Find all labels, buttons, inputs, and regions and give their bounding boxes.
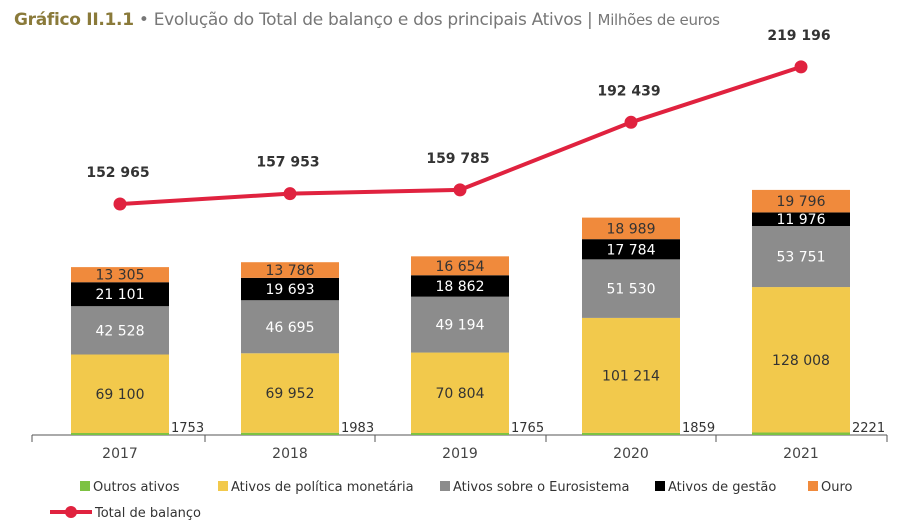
data-label: 18 862 (436, 279, 485, 295)
x-tick-label: 2018 (272, 446, 308, 462)
title-separator: • (138, 10, 149, 30)
bar-segment-ativos-sobre-o-eurosistema (582, 259, 680, 318)
data-label: 2221 (852, 421, 885, 436)
data-label: 19 796 (777, 194, 826, 210)
title-bar: | (587, 10, 593, 30)
data-label: 70 804 (436, 386, 485, 402)
data-label: 1765 (511, 421, 544, 436)
title-text: Evolução do Total de balanço e dos princ… (153, 10, 583, 30)
data-label: 1753 (171, 421, 204, 436)
data-label: 1983 (341, 421, 374, 436)
legend-swatch (808, 481, 818, 491)
data-label: 49 194 (436, 318, 485, 334)
data-label: 46 695 (266, 320, 315, 336)
data-label: 42 528 (96, 323, 145, 339)
data-label: 13 786 (266, 263, 315, 279)
bar-segment-ouro (71, 267, 169, 283)
data-label: 1859 (682, 421, 715, 436)
data-label: 101 214 (602, 368, 660, 384)
legend-line-marker (65, 506, 77, 518)
bar-segment-ativos-de-política-monetária (241, 353, 339, 433)
data-label: 19 693 (266, 282, 315, 298)
bar-segment-ativos-de-gestão (71, 282, 169, 307)
data-label: 16 654 (436, 259, 485, 275)
legend-label: Ouro (821, 480, 853, 495)
chart-title: Gráfico II.1.1 • Evolução do Total de ba… (14, 10, 720, 30)
legend-label: Ativos de política monetária (231, 480, 414, 495)
legend-swatch (440, 481, 450, 491)
bar-segment-ativos-de-gestão (411, 275, 509, 297)
data-label: 69 100 (96, 387, 145, 403)
line-data-label: 157 953 (256, 155, 319, 171)
data-label: 53 751 (777, 250, 826, 266)
line-data-label: 152 965 (86, 165, 149, 181)
legend-label: Outros ativos (93, 480, 180, 495)
bar-segment-ativos-sobre-o-eurosistema (752, 225, 850, 288)
bar-segment-outros-ativos (71, 433, 169, 435)
data-label: 17 784 (607, 242, 656, 258)
line-data-label: 192 439 (597, 83, 660, 99)
bar-segment-ativos-de-política-monetária (582, 317, 680, 433)
legend-label: Ativos sobre o Eurosistema (453, 480, 630, 495)
legend-label: Total de balanço (94, 506, 201, 521)
data-label: 69 952 (266, 386, 315, 402)
data-label: 11 976 (777, 212, 826, 228)
bar-segment-ouro (411, 256, 509, 276)
bar-segment-ativos-sobre-o-eurosistema (71, 306, 169, 355)
chart-number: Gráfico II.1.1 (14, 10, 134, 30)
data-label: 51 530 (607, 282, 656, 298)
bar-segment-ouro (241, 262, 339, 278)
bar-segment-ativos-de-política-monetária (411, 352, 509, 433)
legend-swatch (80, 481, 90, 491)
bar-segment-outros-ativos (752, 432, 850, 435)
legend-swatch (655, 481, 665, 491)
x-tick-label: 2019 (442, 446, 478, 462)
line-data-label: 219 196 (767, 28, 830, 44)
data-label: 21 101 (96, 287, 145, 303)
bar-segment-ativos-sobre-o-eurosistema (241, 300, 339, 354)
bar-segment-outros-ativos (582, 432, 680, 435)
bar-segment-ativos-sobre-o-eurosistema (411, 296, 509, 353)
legend-label: Ativos de gestão (668, 480, 776, 495)
bar-segment-ouro (752, 189, 850, 213)
bar-segment-ativos-de-gestão (241, 277, 339, 301)
bar-segment-ativos-de-política-monetária (71, 354, 169, 434)
title-unit: Milhões de euros (597, 11, 720, 29)
bar-segment-ativos-de-gestão (752, 212, 850, 226)
bar-segment-outros-ativos (411, 432, 509, 435)
data-label: 128 008 (772, 353, 830, 369)
line-point (453, 183, 467, 197)
data-label: 13 305 (96, 268, 145, 284)
legend-swatch (218, 481, 228, 491)
line-point (624, 115, 638, 129)
data-label: 18 989 (607, 221, 656, 237)
bar-segment-ativos-de-gestão (582, 239, 680, 260)
line-point (113, 197, 127, 211)
line-point (283, 187, 297, 201)
bar-segment-outros-ativos (241, 432, 339, 435)
line-data-label: 159 785 (426, 151, 489, 167)
x-tick-label: 2021 (783, 446, 819, 462)
bar-segment-ativos-de-política-monetária (752, 287, 850, 433)
line-point (794, 60, 808, 74)
bar-segment-ouro (582, 217, 680, 240)
x-tick-label: 2017 (102, 446, 138, 462)
x-tick-label: 2020 (613, 446, 649, 462)
